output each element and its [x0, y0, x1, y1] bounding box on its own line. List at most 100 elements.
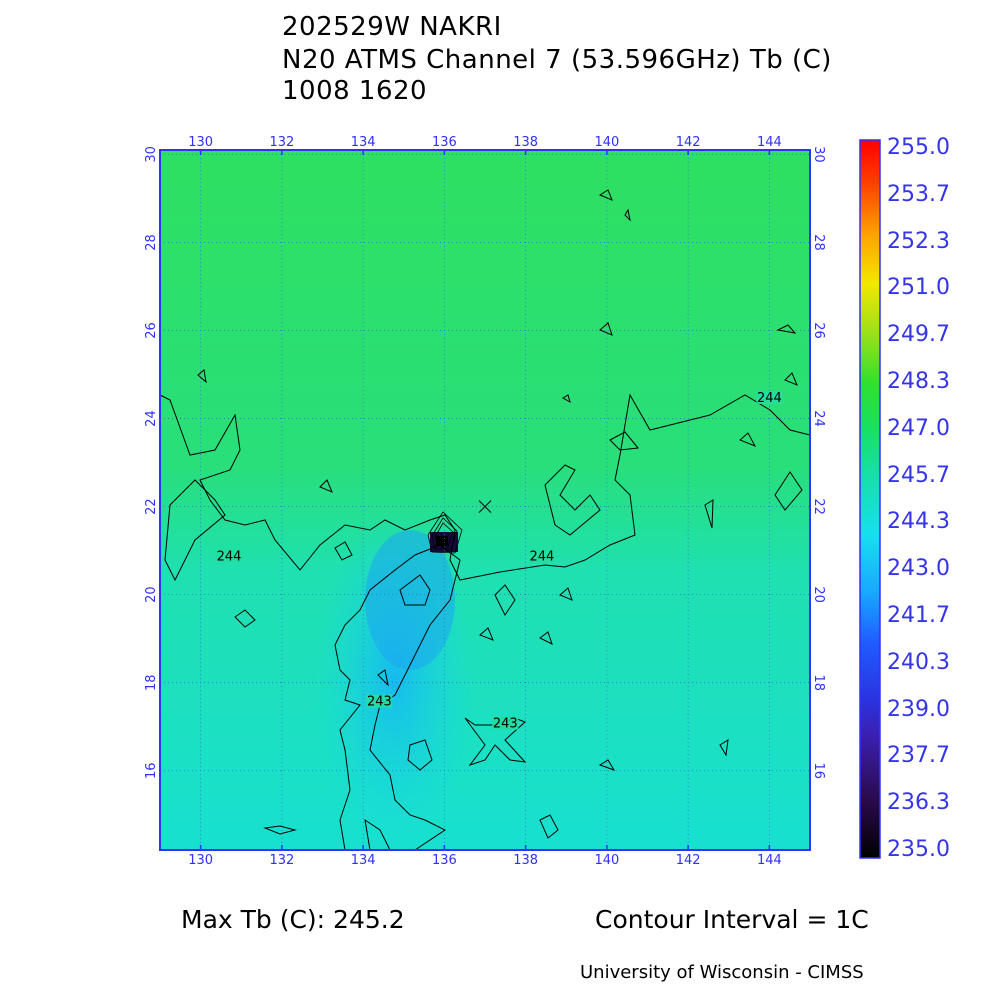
contour-small-11: [739, 432, 757, 447]
colorbar-tick-label: 244.3: [887, 509, 950, 535]
contour-small-12: [774, 471, 803, 511]
lat-label-left: 28: [144, 234, 159, 251]
max-tb-label: Max Tb (C): 245.2: [181, 905, 405, 934]
lon-label-bottom: 136: [432, 853, 457, 868]
contour-243-small-1: [407, 739, 433, 771]
colorbar-tick-label: 237.7: [887, 743, 950, 769]
colorbar-tick-label: 249.7: [887, 322, 950, 348]
lat-label-right: 18: [811, 674, 826, 691]
date-time: 1008 1620: [282, 76, 428, 106]
colorbar-tick-label: 251.0: [887, 275, 950, 301]
lon-label-top: 132: [269, 135, 294, 150]
colorbar-tick-label: 239.0: [887, 696, 950, 722]
lat-label-left: 30: [144, 146, 159, 163]
colorbar-tick-label: 243.0: [887, 556, 950, 582]
contour-label-bg: [492, 716, 519, 730]
colorbar-tick-label: 241.7: [887, 603, 950, 628]
contour-small-8: [334, 541, 353, 561]
contour-label-bg: [366, 694, 393, 708]
colorbar-tick-label: 235.0: [887, 837, 950, 862]
lon-label-top: 138: [513, 135, 538, 150]
colorbar-tick-label: 248.3: [887, 369, 950, 394]
contour-label: 244: [757, 391, 782, 406]
contour-small-14: [704, 499, 714, 529]
lon-label-top: 140: [594, 135, 619, 150]
contour-label: 243: [367, 695, 392, 710]
contour-small-16: [598, 189, 613, 201]
contour-label-bg: [528, 549, 555, 563]
storm-center-marker: [478, 500, 492, 514]
contour-small-5: [479, 627, 494, 641]
contour-label: 244: [217, 549, 242, 564]
contour-244-loop-west: [164, 479, 226, 582]
contour-label: 244: [529, 549, 554, 564]
contour-243-loop-center: [399, 574, 431, 606]
lat-label-right: 24: [811, 410, 826, 427]
lon-label-bottom: 134: [351, 853, 376, 868]
map-frame: [159, 149, 811, 851]
contour-small-10: [609, 431, 639, 451]
lon-label-bottom: 144: [757, 853, 782, 868]
lon-label-bottom: 130: [188, 853, 213, 868]
contour-243-band: [334, 544, 461, 851]
colorbar: [859, 139, 881, 859]
lon-label-top: 144: [757, 135, 782, 150]
contour-lines: [159, 189, 811, 851]
contour-244-west: [159, 393, 811, 581]
contour-small-20: [598, 759, 616, 771]
lat-label-right: 30: [811, 146, 826, 163]
contour-243-small-3: [263, 825, 297, 835]
lon-label-top: 134: [351, 135, 376, 150]
contour-small-17: [776, 324, 797, 334]
lon-label-top: 130: [188, 135, 213, 150]
colorbar-tick-label: 247.0: [887, 415, 950, 441]
contour-small-19: [719, 739, 729, 757]
contour-small-7: [559, 587, 573, 601]
contour-small-21: [319, 479, 333, 493]
contour-small-15: [599, 322, 613, 336]
contour-small-23: [624, 208, 631, 222]
lat-label-right: 28: [811, 234, 826, 251]
colorbar-tick-label: 245.7: [887, 462, 950, 488]
contour-small-4: [494, 584, 516, 616]
lat-label-left: 22: [144, 498, 159, 515]
lat-label-left: 16: [144, 762, 159, 779]
contour-label-bg: [756, 390, 783, 404]
lat-label-right: 16: [811, 762, 826, 779]
lat-label-right: 22: [811, 498, 826, 515]
contour-small-22: [562, 394, 571, 404]
lon-label-bottom: 142: [676, 853, 701, 868]
contour-small-24: [377, 669, 389, 687]
lat-label-right: 20: [811, 586, 826, 603]
contour-small-13: [784, 372, 798, 386]
credit-label: University of Wisconsin - CIMSS: [580, 962, 864, 983]
cold-spot-contours: [427, 511, 463, 554]
lon-label-top: 142: [676, 135, 701, 150]
lat-label-right: 26: [811, 322, 826, 339]
contour-label: 243: [493, 717, 518, 732]
cold-core-region: [365, 530, 455, 670]
product-title: N20 ATMS Channel 7 (53.596GHz) Tb (C): [282, 45, 832, 75]
contour-244-east: [544, 464, 601, 536]
lat-label-left: 18: [144, 674, 159, 691]
lon-label-bottom: 140: [594, 853, 619, 868]
contour-interval-label: Contour Interval = 1C: [595, 905, 869, 934]
marker-stroke: [478, 500, 492, 514]
colorbar-tick-label: 240.3: [887, 649, 950, 675]
colorbar-tick-label: 252.3: [887, 228, 950, 254]
contour-small-18: [197, 369, 207, 384]
contour-243-small-2: [539, 814, 559, 839]
frame-tick-labels: 130 130 132 132 134 134 136 136 138 138 140 140 142 1…: [144, 135, 826, 868]
lon-label-bottom: 132: [269, 853, 294, 868]
contour-labels: 244 244 244 243 243: [216, 390, 783, 732]
lon-label-top: 136: [432, 135, 457, 150]
lat-label-left: 26: [144, 322, 159, 339]
tb-field: [160, 150, 810, 850]
contour-label-bg: [216, 549, 243, 563]
colorbar-tick-label: 255.0: [887, 135, 950, 160]
colorbar-tick-label: 236.3: [887, 790, 950, 816]
contour-small-9: [234, 609, 256, 628]
lat-label-left: 24: [144, 410, 159, 427]
storm-title: 202529W NAKRI: [282, 12, 502, 42]
